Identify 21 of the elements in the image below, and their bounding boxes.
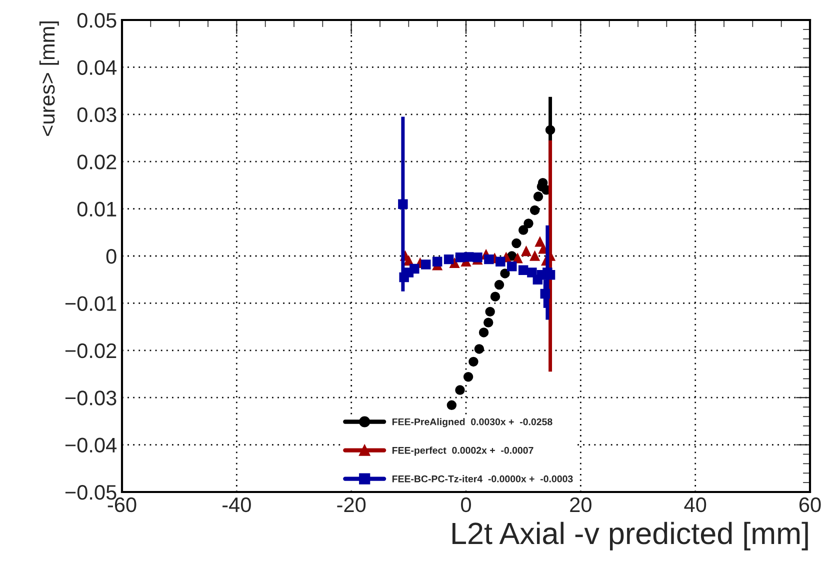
x-tick-label: 60 [799,497,821,512]
legend-label: FEE-perfect 0.0002x + -0.0007 [392,446,534,456]
y-tick-label: −0.01 [65,296,116,311]
legend-label: FEE-PreAligned 0.0030x + -0.0258 [392,418,552,428]
x-tick-label: 0 [461,497,471,512]
x-tick-label: 40 [684,497,706,512]
y-tick-label: 0.03 [77,107,116,122]
x-tick-label: -40 [222,497,251,512]
y-tick-label: 0.04 [77,60,117,75]
y-axis-title: <ures> [mm] [39,21,59,136]
y-tick-label: −0.02 [65,343,116,358]
y-tick-label: 0.01 [77,202,116,217]
x-tick-label: -20 [337,497,366,512]
x-tick-label: 20 [570,497,592,512]
x-axis-title: L2t Axial -v predicted [mm] [452,522,808,550]
y-tick-label: 0.05 [77,13,116,28]
y-tick-label: 0.02 [77,154,116,170]
y-tick-label: −0.03 [65,390,116,406]
y-tick-label: −0.04 [65,438,117,453]
y-tick-label: 0 [106,249,116,264]
legend-label: FEE-BC-PC-Tz-iter4 -0.0000x + -0.0003 [392,475,573,482]
